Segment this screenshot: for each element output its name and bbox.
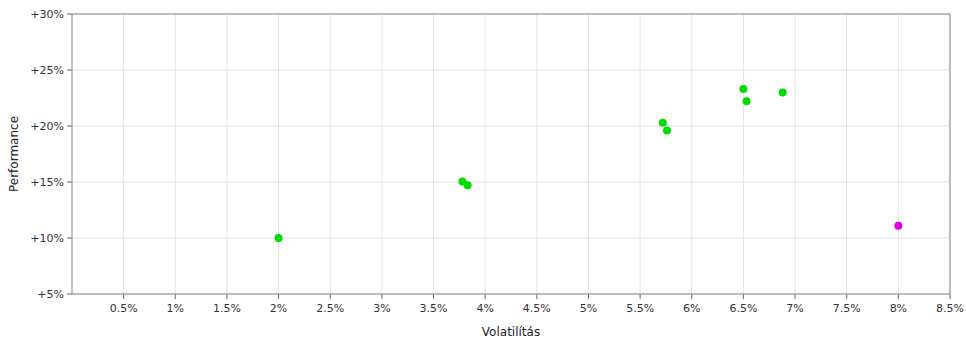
tick-label-x: 6% bbox=[683, 302, 700, 315]
point bbox=[739, 85, 747, 93]
tick-label-y: +25% bbox=[30, 64, 64, 77]
tick-x bbox=[278, 294, 279, 299]
tick-label-x: 0.5% bbox=[110, 302, 138, 315]
tick-x bbox=[485, 294, 486, 299]
grid-line-x bbox=[536, 14, 537, 294]
tick-label-x: 6.5% bbox=[729, 302, 757, 315]
tick-x bbox=[123, 294, 124, 299]
tick-x bbox=[536, 294, 537, 299]
y-axis-label: Performance bbox=[7, 116, 21, 192]
tick-x bbox=[743, 294, 744, 299]
tick-x bbox=[433, 294, 434, 299]
axes: 0.5% 1% 1.5% 2% 2.5% 3% 3.5% 4% 4.5% 5% 5.5% 6% 6.5%… bbox=[30, 8, 964, 315]
grid-line-x bbox=[846, 14, 847, 294]
grid-line-y bbox=[72, 70, 950, 71]
grid-line-y bbox=[72, 126, 950, 127]
point bbox=[659, 119, 667, 127]
tick-label-y: +5% bbox=[37, 288, 64, 301]
tick-label-x: 3.5% bbox=[420, 302, 448, 315]
tick-label-x: 7.5% bbox=[833, 302, 861, 315]
tick-x bbox=[381, 294, 382, 299]
tick-x bbox=[330, 294, 331, 299]
grid bbox=[72, 14, 950, 294]
tick-y bbox=[67, 70, 72, 71]
point bbox=[894, 222, 902, 230]
plot-frame bbox=[72, 14, 950, 294]
tick-x bbox=[795, 294, 796, 299]
grid-line-x bbox=[226, 14, 227, 294]
tick-label-x: 2% bbox=[270, 302, 287, 315]
point bbox=[743, 97, 751, 105]
tick-label-x: 7% bbox=[786, 302, 803, 315]
tick-x bbox=[588, 294, 589, 299]
tick-label-y: +30% bbox=[30, 8, 64, 21]
tick-y bbox=[67, 238, 72, 239]
point bbox=[779, 88, 787, 96]
tick-y bbox=[67, 126, 72, 127]
tick-x bbox=[175, 294, 176, 299]
tick-x bbox=[226, 294, 227, 299]
tick-label-x: 2.5% bbox=[316, 302, 344, 315]
tick-y bbox=[67, 182, 72, 183]
tick-label-x: 5% bbox=[580, 302, 597, 315]
tick-x bbox=[898, 294, 899, 299]
point bbox=[464, 181, 472, 189]
grid-line-x bbox=[433, 14, 434, 294]
tick-label-x: 1% bbox=[167, 302, 184, 315]
grid-line-x bbox=[795, 14, 796, 294]
tick-label-x: 4.5% bbox=[523, 302, 551, 315]
tick-label-x: 1.5% bbox=[213, 302, 241, 315]
grid-line-x bbox=[588, 14, 589, 294]
grid-line-x bbox=[691, 14, 692, 294]
tick-y bbox=[67, 14, 72, 15]
tick-label-x: 4% bbox=[476, 302, 493, 315]
grid-line-x bbox=[278, 14, 279, 294]
tick-label-y: +10% bbox=[30, 232, 64, 245]
tick-label-x: 3% bbox=[373, 302, 390, 315]
tick-x bbox=[846, 294, 847, 299]
grid-line-x bbox=[123, 14, 124, 294]
tick-x bbox=[950, 294, 951, 299]
point bbox=[275, 234, 283, 242]
x-axis-label: Volatilítás bbox=[482, 325, 540, 339]
grid-line-y bbox=[72, 182, 950, 183]
grid-line-x bbox=[381, 14, 382, 294]
plot-area bbox=[72, 14, 950, 294]
grid-line-x bbox=[898, 14, 899, 294]
tick-y bbox=[67, 294, 72, 295]
grid-line-x bbox=[485, 14, 486, 294]
tick-label-x: 5.5% bbox=[626, 302, 654, 315]
tick-label-y: +15% bbox=[30, 176, 64, 189]
tick-x bbox=[691, 294, 692, 299]
grid-line-y bbox=[72, 238, 950, 239]
series bbox=[894, 222, 902, 230]
tick-x bbox=[640, 294, 641, 299]
grid-line-x bbox=[330, 14, 331, 294]
grid-line-x bbox=[743, 14, 744, 294]
grid-line-x bbox=[640, 14, 641, 294]
page: {"chart_data": { "type": "scatter", "xla… bbox=[0, 0, 966, 350]
tick-label-x: 8.5% bbox=[936, 302, 964, 315]
series bbox=[275, 85, 787, 242]
grid-line-x bbox=[175, 14, 176, 294]
chart: 0.5% 1% 1.5% 2% 2.5% 3% 3.5% 4% 4.5% 5% 5.5% 6% 6.5%… bbox=[0, 0, 966, 350]
tick-label-y: +20% bbox=[30, 120, 64, 133]
point bbox=[663, 126, 671, 134]
tick-label-x: 8% bbox=[890, 302, 907, 315]
points bbox=[275, 85, 903, 242]
